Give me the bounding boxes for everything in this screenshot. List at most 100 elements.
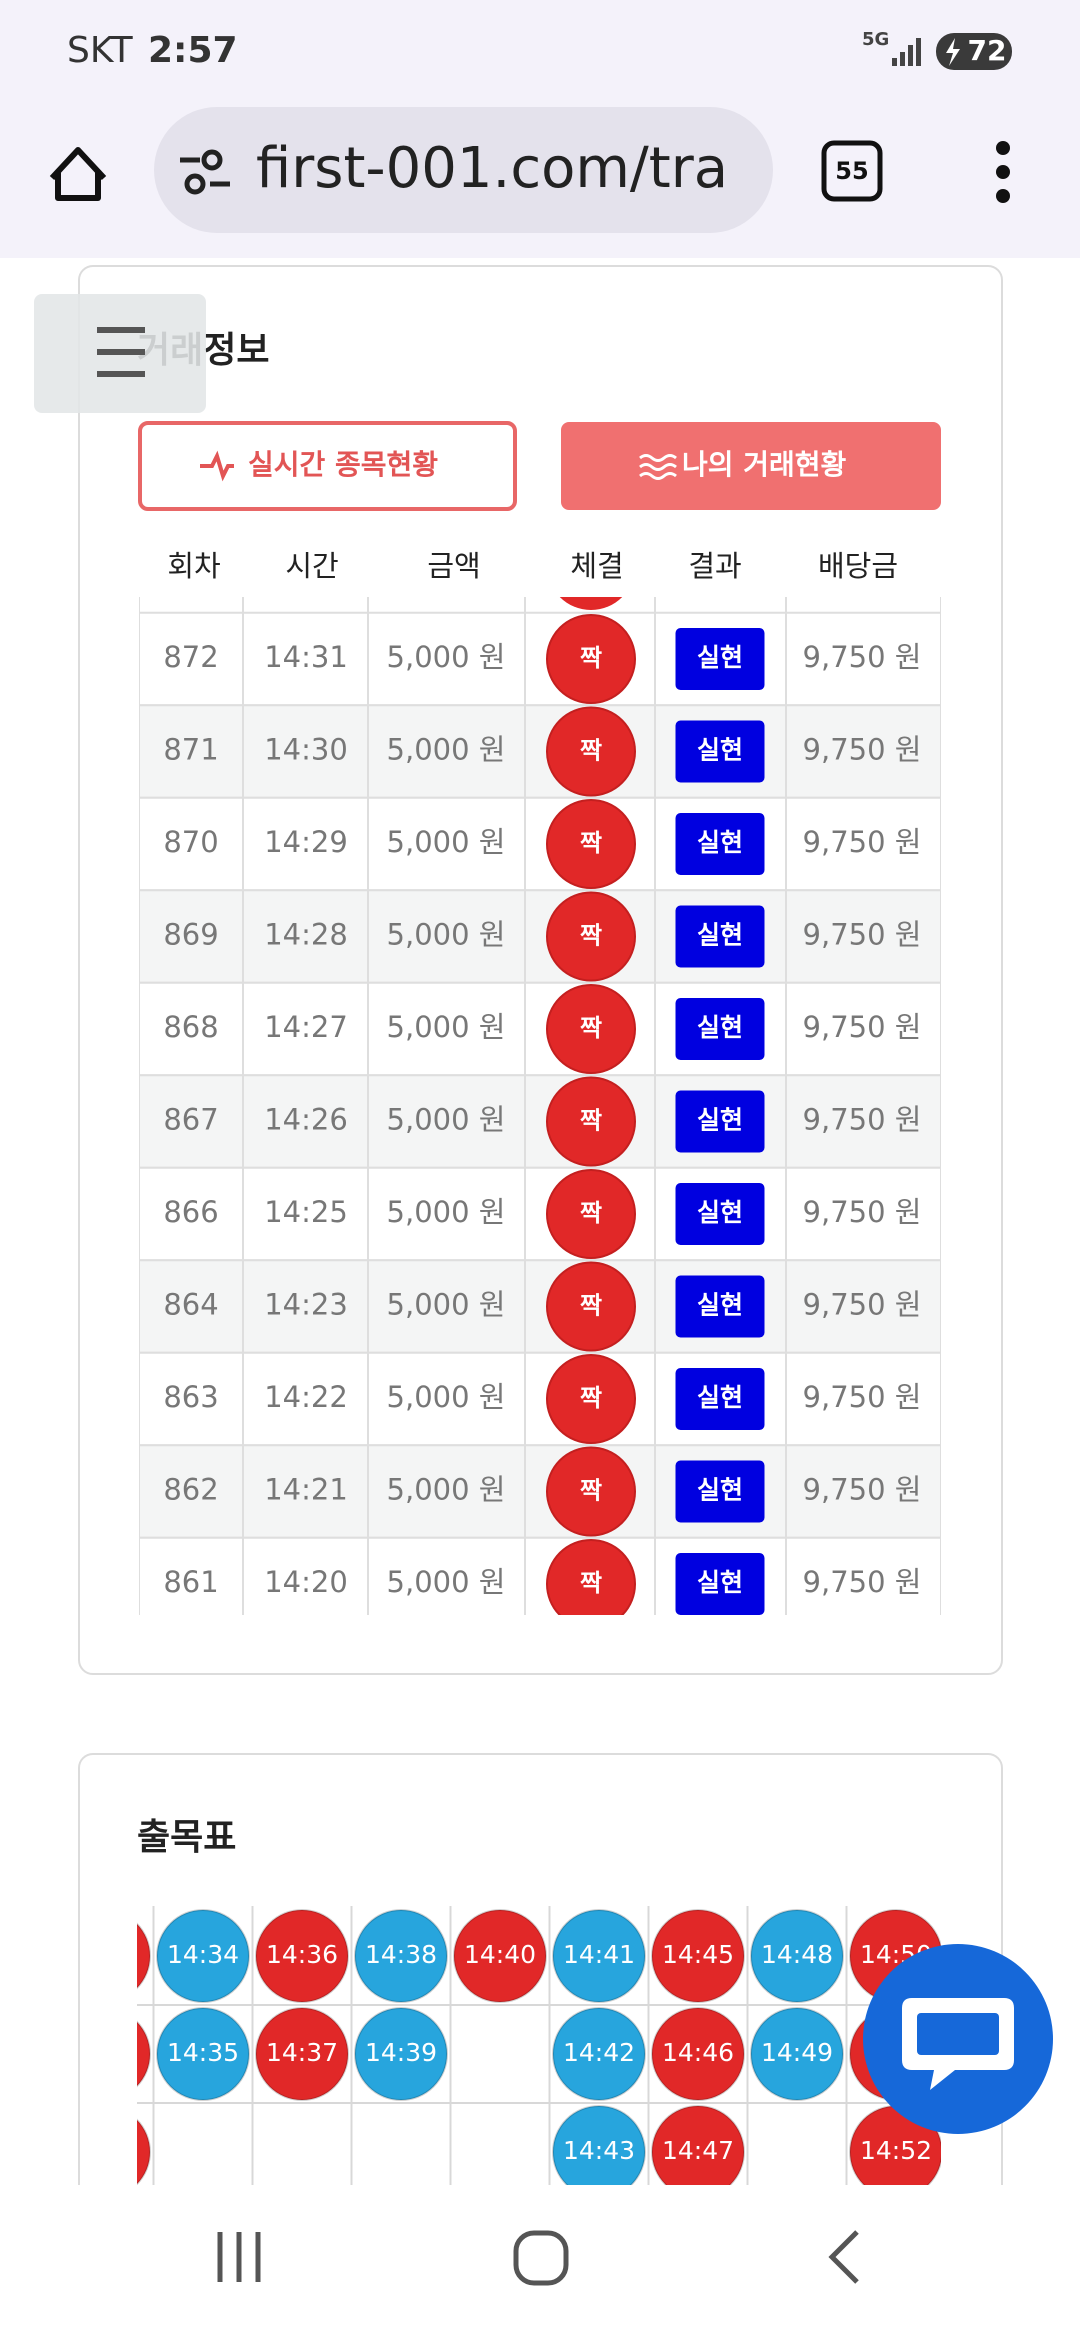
cell-text: 867 <box>163 1103 218 1137</box>
cell-text: 866 <box>163 1195 218 1229</box>
tab-count[interactable]: 55 <box>835 157 868 185</box>
chat-icon-inner[interactable] <box>917 2013 999 2055</box>
cell-text: 9,750 원 <box>803 1473 922 1507</box>
bet-badge <box>546 1076 636 1167</box>
result-label: 실현 <box>697 1476 743 1505</box>
address-bar[interactable] <box>154 107 773 233</box>
ball-label: 14:37 <box>266 2038 338 2067</box>
result-ball <box>156 2007 250 2101</box>
table-row <box>139 796 941 892</box>
result-label: 실현 <box>697 828 743 857</box>
result-badge <box>675 1183 765 1245</box>
table-header: 결과 <box>688 549 741 583</box>
table-row <box>139 981 941 1077</box>
result-label: 실현 <box>697 1013 743 1042</box>
network: 5G <box>862 29 889 50</box>
bet-label: 짝 <box>580 1014 602 1042</box>
bet-badge <box>546 706 636 797</box>
cell-text: 14:21 <box>264 1473 348 1507</box>
bet-badge <box>546 1169 636 1259</box>
bet-badge <box>546 891 636 982</box>
button-label[interactable]: 나의 거래현황 <box>682 448 847 481</box>
cell-text: 9,750 원 <box>803 1195 922 1229</box>
result-label: 실현 <box>697 1106 743 1135</box>
result-ball <box>651 2105 745 2185</box>
cell-text: 5,000 원 <box>387 1103 506 1137</box>
cell-text: 862 <box>163 1473 218 1507</box>
pulse-icon[interactable] <box>200 450 234 482</box>
cell-text: 14:23 <box>264 1288 348 1322</box>
battery <box>936 33 1012 70</box>
recents-button[interactable] <box>217 2232 261 2282</box>
cell-text: 9,750 원 <box>803 1565 922 1599</box>
result-badge <box>675 998 765 1060</box>
cell-text: 14:22 <box>264 1380 348 1414</box>
cell-text: 5,000 원 <box>387 1565 506 1599</box>
table-row <box>139 889 941 984</box>
ball-label: 14:46 <box>662 2038 734 2067</box>
my-trades-button[interactable] <box>561 422 941 510</box>
table-row <box>139 1351 941 1447</box>
charging-icon <box>946 38 960 66</box>
table-header: 배당금 <box>818 549 898 583</box>
url[interactable]: first-001.com/tra <box>256 136 728 201</box>
bet-label: 짝 <box>580 1199 602 1227</box>
table-row <box>139 1166 941 1262</box>
table-row <box>139 1536 941 1615</box>
bet-badge <box>546 614 636 704</box>
bet-badge <box>546 984 636 1074</box>
site-settings-icon[interactable] <box>180 149 230 195</box>
table-header: 체결 <box>570 549 623 583</box>
bet-label: 짝 <box>580 644 602 672</box>
result-ball <box>651 1909 745 2003</box>
hamburger-icon[interactable] <box>97 327 145 377</box>
cell-text: 870 <box>163 825 218 859</box>
waves-icon[interactable] <box>639 454 677 480</box>
cell-text: 9,750 원 <box>803 1380 922 1414</box>
bet-badge <box>546 1539 636 1615</box>
cell-text: 868 <box>163 1010 218 1044</box>
cell-text: 869 <box>163 918 218 952</box>
ball-label: 14:36 <box>266 1940 338 1969</box>
result-label: 실현 <box>697 921 743 950</box>
bet-badge <box>546 1261 636 1352</box>
button-label[interactable]: 실시간 종목현황 <box>248 448 438 481</box>
cell-text: 9,750 원 <box>803 1010 922 1044</box>
result-label: 실현 <box>697 1568 743 1597</box>
cell-text: 5,000 원 <box>387 640 506 674</box>
back-button[interactable] <box>828 2230 859 2284</box>
section-title: 출목표 <box>137 1817 236 1858</box>
result-ball <box>552 2007 646 2101</box>
ball-label: 14:45 <box>662 1940 734 1969</box>
bet-badge <box>546 1446 636 1537</box>
bet-label: 짝 <box>580 1107 602 1135</box>
cell-text: 5,000 원 <box>387 1473 506 1507</box>
cell-text: 5,000 원 <box>387 918 506 952</box>
bet-label: 짝 <box>580 1477 602 1505</box>
home-nav-button[interactable] <box>513 2230 569 2286</box>
nav-bar <box>0 2185 1080 2340</box>
result-ball <box>137 2020 151 2088</box>
cell-text: 14:30 <box>264 733 348 767</box>
ball-label: 14:49 <box>761 2038 833 2067</box>
realtime-button[interactable] <box>138 421 517 511</box>
result-ball <box>651 2007 745 2101</box>
result-ball <box>552 2105 646 2185</box>
ball-label: 14:41 <box>563 1940 635 1969</box>
result-ball <box>137 2118 151 2185</box>
ball-label: 14:38 <box>365 1940 437 1969</box>
tabs-button[interactable] <box>821 140 883 202</box>
cell-text: 14:25 <box>264 1195 348 1229</box>
menu-button[interactable] <box>996 141 1010 203</box>
cell-text: 861 <box>163 1565 218 1599</box>
result-ball <box>354 1909 448 2003</box>
cell-text: 871 <box>163 733 218 767</box>
home-button[interactable] <box>49 147 107 201</box>
result-badge <box>675 1553 765 1615</box>
cell-text: 872 <box>163 640 218 674</box>
cell-text: 5,000 원 <box>387 1380 506 1414</box>
result-ball <box>156 1909 250 2003</box>
table-row <box>139 611 941 707</box>
